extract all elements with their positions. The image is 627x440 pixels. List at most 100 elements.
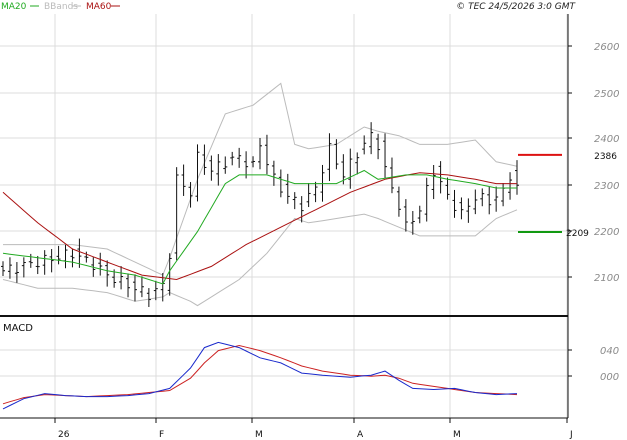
bollinger-bands: [2, 82, 518, 307]
price-bar: [264, 134, 269, 175]
price-bar: [313, 181, 318, 203]
price-bar: [410, 211, 415, 235]
price-bar: [473, 189, 478, 215]
month-label: M: [255, 430, 263, 440]
month-label: M: [453, 430, 461, 440]
price-bar: [244, 151, 249, 179]
price-bar: [424, 177, 429, 222]
price-bar: [56, 245, 61, 265]
price-panel: 2386 2209 2600 2500 2400 2300 2200 2100: [0, 14, 619, 418]
price-bar: [1, 261, 5, 277]
macd-axis: 040 000: [568, 346, 619, 383]
price-bar: [466, 198, 471, 223]
macd-title: MACD: [3, 323, 33, 334]
macd-tick-label: 040: [600, 346, 619, 357]
price-bar: [445, 177, 450, 200]
price-bar: [153, 280, 158, 301]
price-bar: [501, 182, 506, 207]
month-label: A: [357, 430, 364, 440]
price-bar: [487, 186, 492, 215]
price-bar: [299, 196, 304, 223]
price-bar: [285, 173, 290, 204]
macd-panel: MACD 040 000: [0, 323, 619, 410]
price-bar: [195, 144, 200, 202]
price-bar: [7, 257, 12, 279]
price-bar: [126, 273, 131, 298]
price-bar: [139, 276, 144, 298]
price-tick-label: 2200: [594, 227, 619, 238]
price-bar: [223, 156, 228, 174]
resistance-level-label: 2386: [594, 152, 617, 162]
macd-line: [2, 341, 518, 410]
price-bar: [417, 205, 422, 224]
price-tick-label: 2500: [594, 89, 619, 100]
price-bar: [348, 148, 353, 189]
ma20-line: [2, 169, 517, 285]
macd-lines: [2, 341, 518, 410]
legend-bbands-label: BBands: [44, 2, 78, 12]
copyright-text: © TEC 24/5/2026 3:0 GMT: [456, 2, 576, 12]
price-bar: [508, 172, 513, 200]
price-bar: [112, 269, 117, 288]
price-bar: [181, 164, 186, 196]
price-bar: [369, 122, 374, 155]
price-bar: [515, 160, 519, 195]
price-bar: [341, 154, 346, 185]
price-bar: [396, 186, 401, 217]
price-bar: [202, 144, 207, 175]
price-bar: [362, 135, 367, 155]
price-bar: [258, 137, 262, 170]
price-bar: [251, 156, 256, 168]
price-bar: [174, 167, 179, 261]
price-bar: [42, 250, 47, 275]
month-label: J: [569, 430, 573, 440]
price-bar: [431, 165, 436, 200]
macd-tick-label: 000: [600, 372, 619, 383]
price-bar: [327, 133, 332, 182]
price-bar: [334, 139, 339, 170]
price-bar: [278, 169, 283, 198]
price-bar: [480, 188, 485, 207]
price-bar: [63, 244, 68, 269]
price-bar: [494, 186, 499, 212]
time-axis: 26 F M A M J: [54, 418, 573, 440]
price-tick-label: 2300: [594, 181, 619, 192]
price-bar: [376, 133, 381, 160]
price-bar: [28, 253, 33, 268]
price-bar: [49, 249, 54, 273]
price-tick-label: 2100: [594, 273, 619, 284]
legend-ma20-label: MA20: [1, 2, 27, 12]
price-bar: [216, 154, 221, 186]
price-bar: [119, 266, 124, 290]
price-bar: [383, 133, 388, 179]
month-label: 26: [58, 430, 70, 440]
bband-lower-line: [2, 209, 518, 307]
price-bars: [1, 122, 519, 307]
price-levels: 2386 2209: [518, 152, 617, 239]
price-bar: [452, 189, 457, 218]
price-bar: [459, 197, 464, 220]
macd-gridlines: [0, 349, 568, 377]
price-tick-label: 2600: [594, 42, 619, 53]
price-bar: [209, 155, 214, 181]
price-bar: [306, 182, 311, 208]
support-level-label: 2209: [566, 229, 589, 239]
ma60-line: [2, 172, 517, 281]
price-bar: [403, 199, 408, 232]
price-bar: [21, 257, 26, 278]
price-bar: [355, 152, 360, 175]
price-bar: [77, 238, 82, 268]
month-label: F: [159, 430, 164, 440]
price-bar: [438, 161, 443, 194]
price-bar: [70, 248, 75, 268]
price-bar: [292, 192, 297, 210]
moving-averages: [2, 169, 517, 285]
macd-signal-line: [2, 344, 518, 405]
price-bar: [237, 147, 242, 168]
price-bar: [146, 288, 151, 307]
legend: MA20 BBands MA60: [1, 2, 120, 12]
price-bar: [167, 253, 172, 296]
price-tick-label: 2400: [594, 134, 619, 145]
price-bar: [14, 262, 19, 283]
